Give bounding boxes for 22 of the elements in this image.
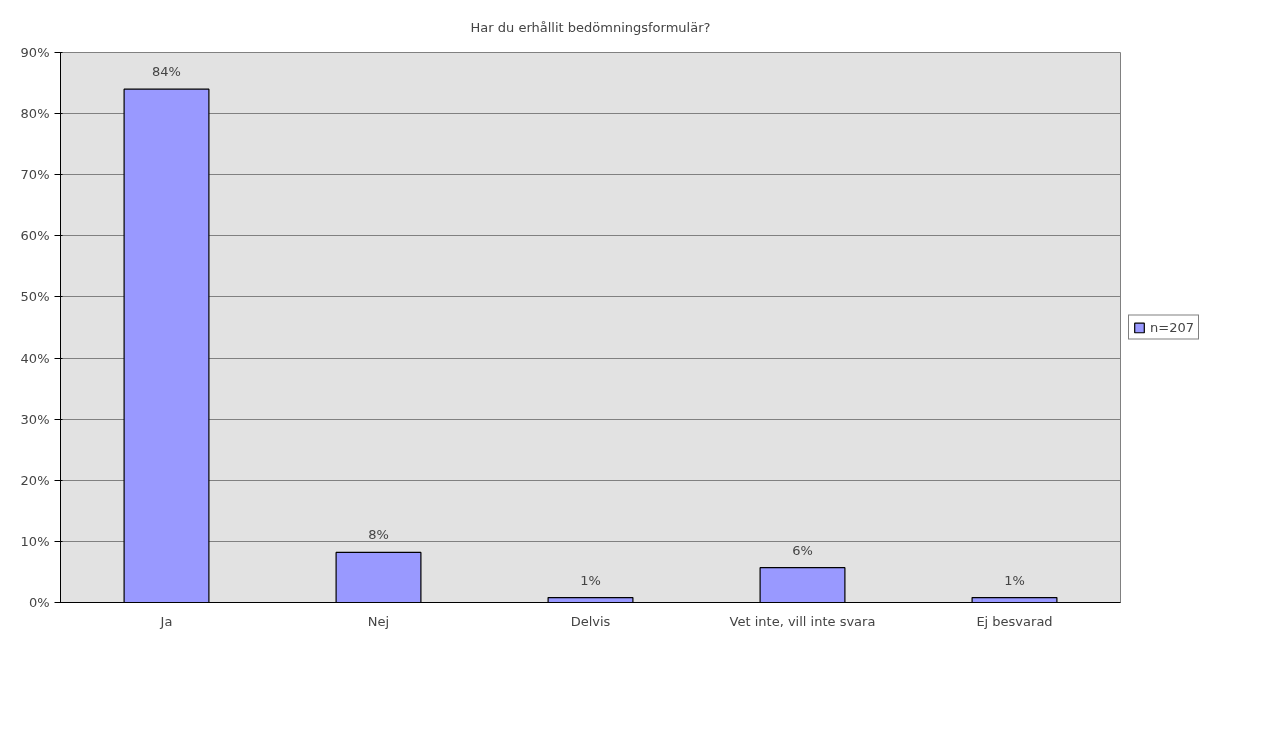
chart-title: Har du erhållit bedömningsformulär?	[470, 20, 711, 35]
y-tick-label: 80%	[20, 106, 50, 122]
y-tick-label: 10%	[20, 533, 50, 549]
x-tick-label: Vet inte, vill inte svara	[729, 613, 876, 629]
y-tick-label: 90%	[20, 45, 50, 60]
legend-label: n=207	[1150, 319, 1194, 335]
y-tick-label: 30%	[20, 411, 50, 427]
data-label: 6%	[792, 542, 813, 558]
x-tick-label: Ja	[159, 613, 173, 629]
y-tick-label: 20%	[20, 472, 50, 488]
data-label: 8%	[368, 527, 389, 543]
data-label: 84%	[152, 64, 181, 80]
x-tick-label: Nej	[367, 613, 390, 629]
x-tick-label: Delvis	[570, 613, 611, 629]
y-tick-label: 50%	[20, 289, 50, 305]
y-tick-label: 40%	[20, 350, 50, 366]
data-label: 1%	[580, 572, 601, 588]
data-label: 1%	[1004, 572, 1025, 588]
x-tick-label: Ej besvarad	[976, 613, 1053, 629]
y-tick-label: 60%	[20, 228, 50, 244]
y-tick-label: 0%	[28, 595, 50, 610]
y-tick-label: 70%	[20, 167, 50, 183]
